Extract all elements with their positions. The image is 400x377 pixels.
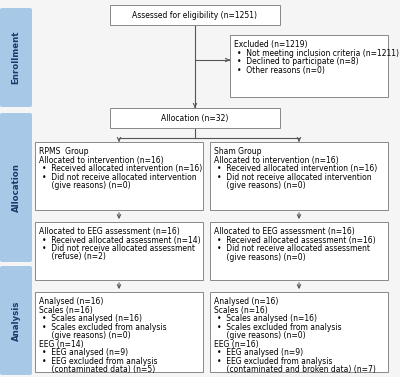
Text: •  Scales excluded from analysis: • Scales excluded from analysis (42, 322, 167, 331)
Text: Allocation (n=32): Allocation (n=32) (161, 113, 229, 123)
Text: Allocation: Allocation (12, 163, 20, 212)
FancyBboxPatch shape (0, 266, 32, 375)
Text: Analysis: Analysis (12, 300, 20, 341)
Text: •  Did not receive allocated assessment: • Did not receive allocated assessment (217, 244, 370, 253)
Text: •  Declined to participate (n=8): • Declined to participate (n=8) (237, 57, 359, 66)
Bar (210, 292, 388, 372)
Text: •  Scales analysed (n=16): • Scales analysed (n=16) (42, 314, 142, 323)
Text: Allocated to EEG assessment (n=16): Allocated to EEG assessment (n=16) (39, 227, 180, 236)
Text: •  Did not receive allocated intervention: • Did not receive allocated intervention (217, 173, 372, 181)
Text: •  Scales excluded from analysis: • Scales excluded from analysis (217, 322, 342, 331)
Text: RPMS  Group: RPMS Group (39, 147, 88, 156)
Text: Scales (n=16): Scales (n=16) (39, 305, 93, 314)
Text: (contaminated and broken data) (n=7): (contaminated and broken data) (n=7) (217, 365, 376, 374)
Text: Analysed (n=16): Analysed (n=16) (39, 297, 103, 306)
Text: (give reasons) (n=0): (give reasons) (n=0) (217, 181, 306, 190)
Text: Sham Group: Sham Group (214, 147, 262, 156)
Text: •  EEG analysed (n=9): • EEG analysed (n=9) (42, 348, 128, 357)
Text: •  Received allocated assessment (n=16): • Received allocated assessment (n=16) (217, 236, 376, 245)
Text: Assessed for eligibility (n=1251): Assessed for eligibility (n=1251) (132, 11, 258, 20)
Text: Excluded (n=1219): Excluded (n=1219) (234, 40, 308, 49)
FancyBboxPatch shape (0, 113, 32, 262)
Bar (35, 292, 203, 372)
Text: •  Not meeting inclusion criteria (n=1211): • Not meeting inclusion criteria (n=1211… (237, 49, 399, 58)
Text: (give reasons) (n=0): (give reasons) (n=0) (217, 253, 306, 262)
Text: •  EEG excluded from analysis: • EEG excluded from analysis (217, 357, 332, 365)
Text: (give reasons) (n=0): (give reasons) (n=0) (217, 331, 306, 340)
Text: (refuse) (n=2): (refuse) (n=2) (42, 253, 106, 262)
Text: Allocated to intervention (n=16): Allocated to intervention (n=16) (214, 155, 339, 164)
Text: (give reasons) (n=0): (give reasons) (n=0) (42, 181, 131, 190)
Text: •  Other reasons (n=0): • Other reasons (n=0) (237, 66, 325, 75)
Bar (210, 142, 388, 210)
Text: (give reasons) (n=0): (give reasons) (n=0) (42, 331, 131, 340)
Text: Enrollment: Enrollment (12, 31, 20, 84)
Text: Scales (n=16): Scales (n=16) (214, 305, 268, 314)
Bar (110, 5, 280, 25)
Text: EEG (n=14): EEG (n=14) (39, 340, 84, 348)
Text: •  Received allocated assessment (n=14): • Received allocated assessment (n=14) (42, 236, 201, 245)
Text: •  Received allocated intervention (n=16): • Received allocated intervention (n=16) (42, 164, 202, 173)
Bar (35, 222, 203, 280)
Text: •  Received allocated intervention (n=16): • Received allocated intervention (n=16) (217, 164, 377, 173)
Bar (35, 142, 203, 210)
FancyBboxPatch shape (0, 8, 32, 107)
Text: EEG (n=16): EEG (n=16) (214, 340, 259, 348)
Text: Allocated to intervention (n=16): Allocated to intervention (n=16) (39, 155, 164, 164)
Text: •  EEG analysed (n=9): • EEG analysed (n=9) (217, 348, 303, 357)
Text: •  Scales analysed (n=16): • Scales analysed (n=16) (217, 314, 317, 323)
Bar (210, 222, 388, 280)
Text: •  Did not receive allocated assessment: • Did not receive allocated assessment (42, 244, 195, 253)
Text: Allocated to EEG assessment (n=16): Allocated to EEG assessment (n=16) (214, 227, 355, 236)
Bar (110, 108, 280, 128)
Text: •  Did not receive allocated intervention: • Did not receive allocated intervention (42, 173, 197, 181)
Text: (contaminated data) (n=5): (contaminated data) (n=5) (42, 365, 155, 374)
Text: •  EEG excluded from analysis: • EEG excluded from analysis (42, 357, 158, 365)
Text: Analysed (n=16): Analysed (n=16) (214, 297, 278, 306)
Bar (230, 35, 388, 97)
